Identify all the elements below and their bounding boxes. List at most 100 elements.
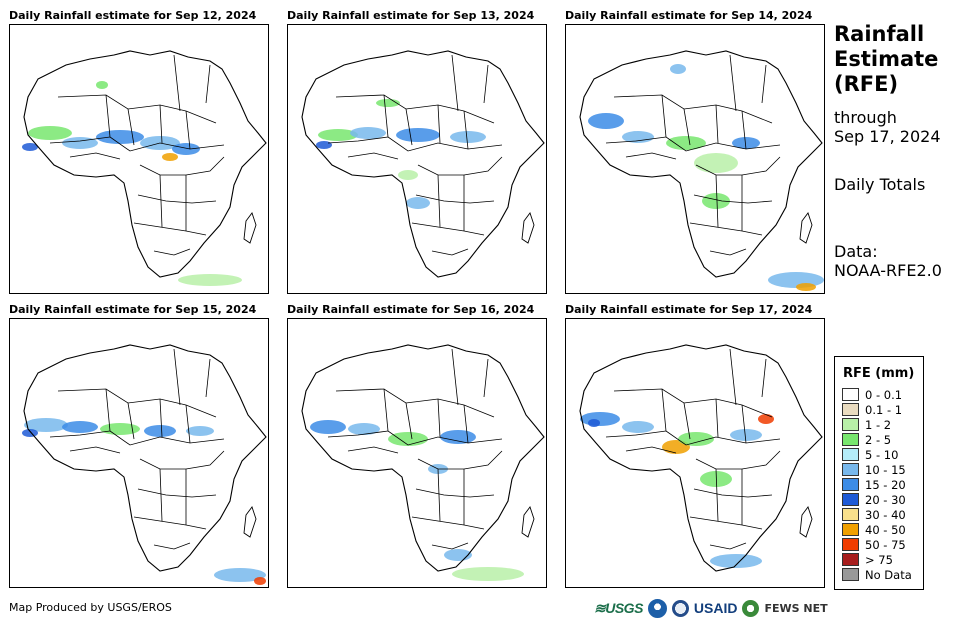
country-border: [729, 54, 767, 112]
legend-item: 20 - 30: [842, 493, 906, 508]
rainfall-area: [96, 130, 144, 144]
country-border: [173, 54, 211, 112]
rainfall-area: [666, 136, 706, 150]
legend-item: 0 - 0.1: [842, 388, 902, 403]
legend-label: 10 - 15: [865, 463, 906, 477]
madagascar-outline: [521, 212, 535, 244]
map-panel-title: Daily Rainfall estimate for Sep 16, 2024: [287, 303, 535, 316]
rainfall-area: [730, 429, 762, 441]
coastline: [23, 50, 267, 278]
map-panel-title: Daily Rainfall estimate for Sep 17, 2024: [565, 303, 813, 316]
country-border: [431, 248, 469, 256]
legend-title: RFE (mm): [843, 366, 915, 381]
legend-item: No Data: [842, 568, 912, 583]
country-border: [153, 542, 191, 550]
rainfall-area: [28, 126, 72, 140]
country-border: [137, 194, 217, 204]
madagascar-outline: [243, 506, 257, 538]
legend-swatch: [842, 433, 859, 446]
dos-seal-icon: [671, 599, 689, 617]
legend-label: 15 - 20: [865, 478, 906, 492]
legend-swatch: [842, 388, 859, 401]
legend-label: 2 - 5: [865, 433, 892, 447]
map-credit: Map Produced by USGS/EROS: [9, 601, 172, 614]
rainfall-area: [186, 426, 214, 436]
country-border: [661, 94, 781, 152]
country-border: [683, 398, 747, 444]
country-border: [683, 104, 747, 150]
legend-swatch: [842, 418, 859, 431]
coastline: [301, 344, 545, 572]
country-border: [159, 468, 187, 525]
country-border: [613, 94, 773, 124]
country-border: [661, 388, 781, 446]
rainfall-area: [62, 421, 98, 433]
rainfall-area: [62, 137, 98, 149]
rainfall-area: [768, 272, 824, 288]
country-border: [693, 194, 773, 204]
rainfall-area: [622, 421, 654, 433]
country-border: [451, 54, 489, 112]
rainfall-area: [144, 425, 176, 437]
legend-label: 5 - 10: [865, 448, 899, 462]
country-border: [437, 174, 465, 231]
rainfall-area: [310, 420, 346, 434]
rainfall-area: [694, 153, 738, 173]
country-border: [127, 398, 191, 444]
country-border: [137, 488, 217, 498]
rainfall-area: [350, 127, 386, 139]
legend-item: 1 - 2: [842, 418, 891, 433]
rainfall-area: [678, 432, 714, 446]
country-border: [613, 388, 773, 418]
rainfall-area: [622, 131, 654, 143]
rainfall-area: [440, 430, 476, 444]
data-label: Data:: [834, 242, 878, 261]
coastline: [579, 50, 823, 278]
country-border: [153, 248, 191, 256]
rainfall-area: [214, 568, 266, 582]
country-border: [411, 222, 485, 236]
noaa-logo-icon: [647, 598, 667, 618]
rainfall-area: [172, 143, 200, 155]
legend-item: 0.1 - 1: [842, 403, 902, 418]
through-label: through: [834, 108, 897, 127]
country-border: [383, 388, 503, 446]
rainfall-area: [178, 274, 242, 286]
legend-swatch: [842, 478, 859, 491]
country-border: [127, 104, 191, 150]
usaid-logo: USAID: [693, 600, 738, 616]
continent-fill: [302, 51, 544, 277]
rainfall-map: [9, 24, 269, 294]
rainfall-area: [100, 423, 140, 435]
rainfall-area: [588, 419, 600, 427]
rainfall-area: [22, 429, 38, 437]
country-border: [411, 516, 485, 530]
legend-item: 15 - 20: [842, 478, 906, 493]
madagascar-outline: [243, 212, 257, 244]
country-border: [689, 516, 763, 530]
country-border: [693, 488, 773, 498]
rainfall-area: [316, 141, 332, 149]
rainfall-map: [287, 24, 547, 294]
country-border: [335, 94, 495, 124]
rainfall-map: [565, 24, 825, 294]
rainfall-area: [796, 283, 816, 291]
country-border: [173, 348, 211, 406]
country-border: [605, 430, 677, 454]
country-border: [327, 136, 399, 160]
legend-label: 0 - 0.1: [865, 388, 903, 402]
rainfall-area: [22, 143, 38, 151]
rainfall-area: [588, 113, 624, 129]
country-border: [335, 388, 495, 418]
through-date: Sep 17, 2024: [834, 127, 941, 146]
legend-swatch: [842, 538, 859, 551]
country-border: [49, 430, 121, 454]
country-border: [133, 222, 207, 236]
rainfall-area: [450, 131, 486, 143]
coastline: [23, 344, 267, 572]
legend-label: 0.1 - 1: [865, 403, 903, 417]
country-border: [159, 174, 187, 231]
continent-fill: [302, 345, 544, 571]
country-border: [327, 430, 399, 454]
